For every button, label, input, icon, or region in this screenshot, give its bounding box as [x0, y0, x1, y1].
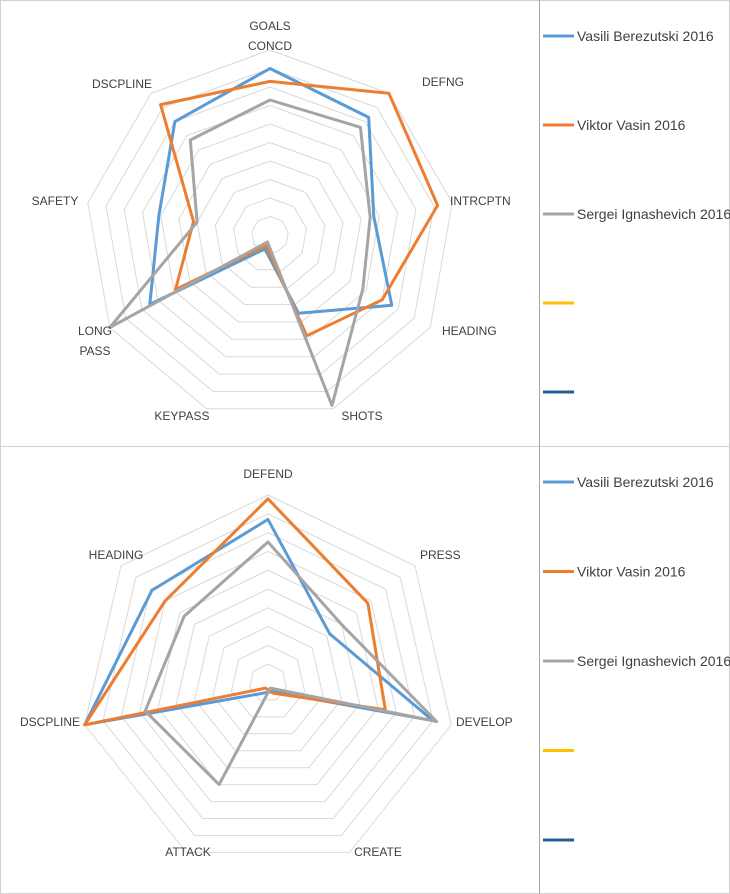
axis-label-heading: HEADING: [442, 324, 497, 338]
grid-ring-8: [120, 532, 416, 819]
axis-label-dscpline: DSCPLINE: [20, 715, 80, 729]
axis-label-defend: DEFEND: [243, 467, 293, 481]
grid-ring-2: [233, 197, 307, 271]
grid-ring-10: [87, 49, 453, 410]
axis-label-shots: SHOTS: [341, 409, 382, 423]
grid-ring-9: [105, 67, 435, 392]
axis-label-keypass: KEYPASS: [154, 409, 209, 423]
legend-label-1: Vasili Berezutski 2016: [577, 474, 714, 490]
grid-ring-8: [123, 86, 417, 375]
legend-label-2: Viktor Vasin 2016: [577, 117, 686, 133]
legend-label-3: Sergei Ignashevich 2016: [577, 206, 730, 222]
grid-ring-3: [212, 626, 324, 735]
grid-ring-4: [194, 607, 342, 752]
axis-label-intrcptn: INTRCPTN: [450, 194, 511, 208]
grid-ring-9: [102, 513, 434, 836]
series-line-3: [108, 98, 372, 407]
legend-label-3: Sergei Ignashevich 2016: [577, 653, 730, 669]
axis-label-goals-concd: GOALS CONCD: [248, 19, 292, 53]
axis-label-safety: SAFETY: [32, 194, 79, 208]
axis-label-create: CREATE: [354, 845, 402, 859]
grid-ring-2: [230, 644, 306, 718]
grid-ring-4: [196, 160, 344, 305]
legend-top: Vasili Berezutski 2016 Viktor Vasin 2016 S…: [543, 28, 730, 394]
series-line-3: [143, 540, 439, 787]
grid-ring-5: [175, 588, 361, 769]
grid-ring-7: [139, 550, 397, 803]
bottom-panel-frame: [0, 446, 730, 894]
grid-ring-3: [214, 178, 326, 288]
axis-label-heading: HEADING: [89, 548, 144, 562]
grid-ring-1: [249, 663, 287, 701]
legend-label-2: Viktor Vasin 2016: [577, 564, 686, 580]
legend-bottom: Vasili Berezutski 2016 Viktor Vasin 2016 S…: [543, 474, 730, 842]
radar-chart-bottom: DEFEND PRESS DEVELOP CREATE ATTACK DSCPLINE HE…: [20, 467, 513, 859]
axis-label-press: PRESS: [420, 548, 461, 562]
grid-ring-6: [157, 569, 379, 786]
radar-chart-top: GOALS CONCD DEFNG INTRCPTN HEADING SHOTS KEYPA…: [32, 19, 511, 423]
axis-label-develop: DEVELOP: [456, 715, 513, 729]
axis-label-long-pass: LONG PASS: [78, 324, 112, 358]
top-panel-frame: [0, 0, 730, 447]
axis-label-dscpline: DSCPLINE: [92, 77, 152, 91]
axis-label-defng: DEFNG: [422, 75, 464, 89]
grid-ring-10: [84, 494, 452, 853]
grid-ring-6: [160, 123, 380, 340]
axis-label-attack: ATTACK: [165, 845, 211, 859]
legend-label-1: Vasili Berezutski 2016: [577, 28, 714, 44]
